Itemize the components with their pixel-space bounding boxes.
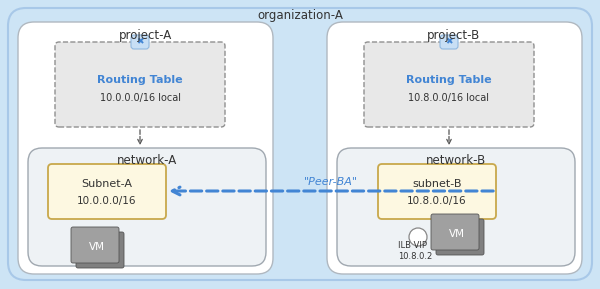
Text: VM: VM bbox=[89, 242, 105, 252]
Text: ✖: ✖ bbox=[445, 38, 453, 47]
FancyBboxPatch shape bbox=[327, 22, 582, 274]
FancyBboxPatch shape bbox=[337, 148, 575, 266]
Text: project-B: project-B bbox=[427, 29, 481, 42]
FancyBboxPatch shape bbox=[55, 42, 225, 127]
FancyBboxPatch shape bbox=[76, 232, 124, 268]
Text: 10.8.0.0/16: 10.8.0.0/16 bbox=[407, 196, 467, 206]
FancyBboxPatch shape bbox=[436, 219, 484, 255]
Text: 10.0.0.0/16 local: 10.0.0.0/16 local bbox=[100, 93, 181, 103]
Text: network-A: network-A bbox=[117, 155, 177, 168]
Text: ILB VIP
10.8.0.2: ILB VIP 10.8.0.2 bbox=[398, 241, 432, 261]
Text: subnet-B: subnet-B bbox=[412, 179, 462, 189]
FancyBboxPatch shape bbox=[364, 42, 534, 127]
Text: "Peer-BA": "Peer-BA" bbox=[304, 177, 358, 187]
Text: ✖: ✖ bbox=[136, 38, 144, 47]
FancyBboxPatch shape bbox=[131, 35, 149, 49]
FancyBboxPatch shape bbox=[71, 227, 119, 263]
FancyBboxPatch shape bbox=[8, 8, 592, 280]
Text: project-A: project-A bbox=[118, 29, 172, 42]
Text: network-B: network-B bbox=[426, 155, 486, 168]
Text: 10.0.0.0/16: 10.0.0.0/16 bbox=[77, 196, 137, 206]
Circle shape bbox=[409, 228, 427, 246]
Text: VM: VM bbox=[449, 229, 465, 239]
Text: 10.8.0.0/16 local: 10.8.0.0/16 local bbox=[409, 93, 490, 103]
FancyBboxPatch shape bbox=[378, 164, 496, 219]
Text: Subnet-A: Subnet-A bbox=[82, 179, 133, 189]
Text: organization-A: organization-A bbox=[257, 10, 343, 23]
Text: Routing Table: Routing Table bbox=[97, 75, 183, 85]
FancyBboxPatch shape bbox=[18, 22, 273, 274]
FancyBboxPatch shape bbox=[48, 164, 166, 219]
FancyBboxPatch shape bbox=[431, 214, 479, 250]
FancyBboxPatch shape bbox=[28, 148, 266, 266]
Text: Routing Table: Routing Table bbox=[406, 75, 492, 85]
FancyBboxPatch shape bbox=[440, 35, 458, 49]
